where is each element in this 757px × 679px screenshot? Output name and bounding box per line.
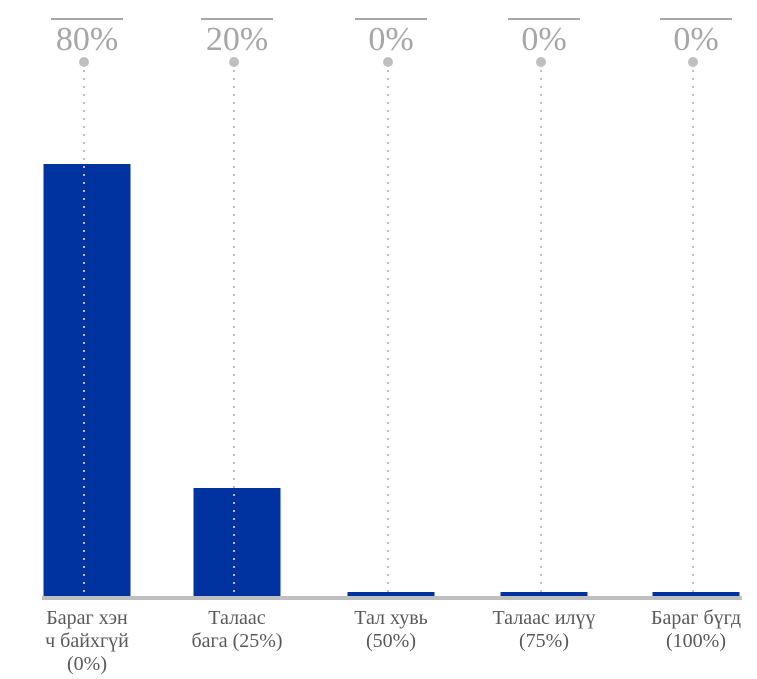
category-label: Бараг хэн ч байхгүй (0%)	[45, 607, 129, 675]
category-label-line: бага (25%)	[191, 630, 282, 652]
category-label-line: (0%)	[67, 653, 107, 675]
value-label: 0%	[521, 21, 566, 58]
guide-dot	[688, 57, 698, 67]
category-label-line: (100%)	[666, 630, 726, 652]
category-label-line: Тал хувь	[354, 607, 428, 629]
guide-dots	[79, 57, 698, 67]
value-label: 0%	[368, 21, 413, 58]
category-label: Талаас илүү (75%)	[492, 607, 595, 652]
value-labels: 80% 20% 0% 0% 0%	[56, 21, 719, 58]
bars	[43, 164, 740, 596]
guide-dot	[383, 57, 393, 67]
category-label-line: Бараг бүгд	[651, 607, 741, 629]
value-label: 20%	[206, 21, 268, 58]
category-labels: Бараг хэн ч байхгүй (0%)Талаас бага (25%)Та…	[45, 607, 741, 675]
category-label-line: (50%)	[366, 630, 416, 652]
category-label-line: Талаас	[208, 607, 266, 629]
category-label-line: Талаас илүү	[492, 607, 595, 629]
category-label: Тал хувь (50%)	[354, 607, 428, 652]
guide-dot	[536, 57, 546, 67]
category-label-line: (75%)	[519, 630, 569, 652]
bar	[500, 592, 588, 596]
bar	[347, 592, 435, 596]
bar	[43, 164, 131, 596]
bar	[193, 488, 281, 596]
guide-lines	[83, 70, 694, 596]
value-label: 0%	[673, 21, 718, 58]
category-label: Бараг бүгд (100%)	[651, 607, 741, 652]
bar	[652, 592, 740, 596]
guide-dot	[229, 57, 239, 67]
category-label-line: ч байхгүй	[45, 630, 129, 652]
category-label: Талаас бага (25%)	[191, 607, 282, 652]
guide-dot	[79, 57, 89, 67]
value-label: 80%	[56, 21, 118, 58]
category-label-line: Бараг хэн	[46, 607, 128, 629]
